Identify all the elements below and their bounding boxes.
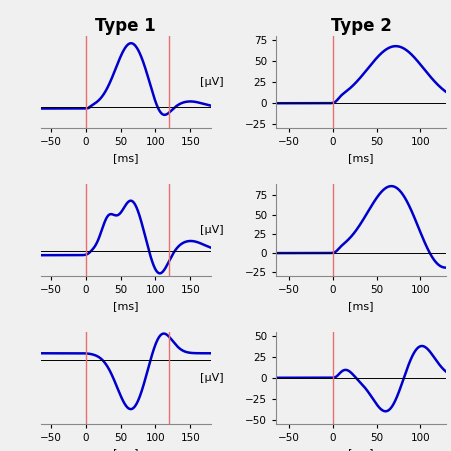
Y-axis label: [μV]: [μV]	[200, 373, 223, 383]
Y-axis label: [μV]: [μV]	[200, 225, 223, 235]
X-axis label: [ms]: [ms]	[113, 153, 138, 163]
Title: Type 1: Type 1	[96, 17, 156, 35]
X-axis label: [ms]: [ms]	[113, 301, 138, 311]
X-axis label: [ms]: [ms]	[349, 153, 374, 163]
X-axis label: [ms]: [ms]	[113, 449, 138, 451]
X-axis label: [ms]: [ms]	[349, 301, 374, 311]
Title: Type 2: Type 2	[331, 17, 391, 35]
X-axis label: [ms]: [ms]	[349, 449, 374, 451]
Y-axis label: [μV]: [μV]	[200, 77, 223, 87]
